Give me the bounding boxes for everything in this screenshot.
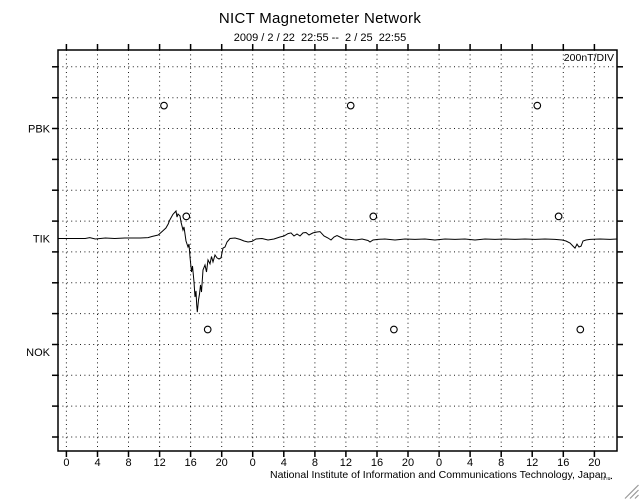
time-range-subtitle: 2009 / 2 / 22 22:55 -- 2 / 25 22:55: [233, 32, 407, 44]
x-tick-label: 12: [340, 457, 352, 469]
plot-frame: [57, 49, 618, 452]
x-tick-label: 0: [436, 457, 442, 469]
window-resize-grip-icon[interactable]: [622, 482, 640, 500]
micro-signature-marks: ııl ıu▪: [601, 476, 613, 482]
x-tick-label: 0: [250, 457, 256, 469]
day-marker-circle-pbk: [533, 101, 542, 110]
day-marker-circle-pbk: [346, 101, 355, 110]
trace-tik: [58, 209, 618, 313]
x-tick-label: 4: [467, 457, 473, 469]
x-tick-label: 12: [526, 457, 538, 469]
x-tick-label: 16: [371, 457, 383, 469]
x-tick-label: 8: [498, 457, 504, 469]
x-tick-label: 20: [216, 457, 228, 469]
day-marker-circle-tik: [369, 212, 378, 221]
day-marker-circle-nok: [203, 325, 212, 334]
station-label-nok: NOK: [26, 347, 51, 359]
x-tick-label: 16: [184, 457, 196, 469]
day-marker-circle-tik: [554, 212, 563, 221]
page-title: NICT Magnetometer Network: [218, 10, 422, 27]
institute-credit: National Institute of Information and Co…: [270, 469, 607, 481]
x-tick-label: 4: [281, 457, 287, 469]
station-label-tik: TIK: [33, 234, 51, 246]
x-tick-label: 8: [125, 457, 131, 469]
x-tick-label: 20: [588, 457, 600, 469]
day-marker-circle-nok: [390, 325, 398, 334]
day-marker-circle-nok: [576, 325, 585, 334]
station-label-pbk: PBK: [28, 124, 51, 136]
x-tick-label: 4: [94, 457, 100, 469]
day-marker-circle-tik: [182, 212, 191, 221]
x-tick-label: 0: [63, 457, 69, 469]
x-tick-label: 20: [402, 457, 414, 469]
x-tick-label: 12: [153, 457, 165, 469]
x-tick-label: 8: [312, 457, 318, 469]
x-tick-label: 16: [557, 457, 569, 469]
scale-per-division-label: 200nT/DIV: [564, 52, 614, 64]
day-marker-circle-pbk: [160, 101, 168, 110]
